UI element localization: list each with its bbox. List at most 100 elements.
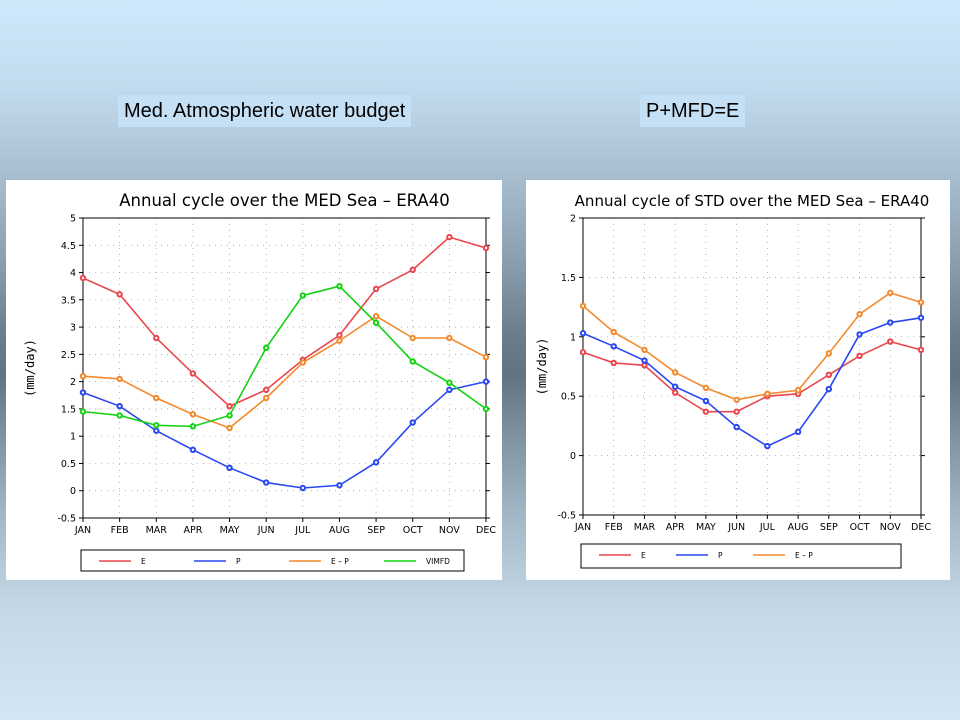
legend-box [80,549,465,572]
x-tick-label: SEP [367,525,385,536]
data-point-center [374,461,378,464]
data-point-center [704,386,708,390]
data-point-center [858,354,861,358]
chart-title: Annual cycle of STD over the MED Sea – E… [575,192,930,210]
data-point-center [191,425,195,428]
data-point-center [264,346,268,350]
data-point-center [228,404,231,408]
data-point-center [612,345,615,348]
x-tick-label: APR [666,522,685,533]
x-tick-label: DEC [476,525,496,536]
y-tick-label: 0.5 [561,392,576,403]
y-tick-label: 1 [570,332,576,343]
legend-label: E [141,557,146,566]
data-point-center [448,388,451,392]
data-point-center [411,421,414,424]
data-point-center [191,413,195,416]
data-point-center [827,373,831,377]
x-tick-label: JUL [759,522,776,533]
legend-label: E [641,551,646,560]
data-point-center [796,430,800,434]
data-point-center [191,372,195,375]
x-tick-label: MAY [696,522,716,533]
slide-title: Med. Atmospheric water budget [118,95,412,127]
data-point-center [766,444,769,448]
plot-frame [82,217,487,519]
data-point-center [673,385,677,388]
plot-frame [582,217,922,516]
data-point-center [827,352,831,355]
data-point-center [612,330,615,334]
data-point-center [374,314,378,318]
data-point-center [264,396,268,400]
x-tick-label: APR [183,525,202,536]
legend-box [580,543,902,569]
series-line-1 [82,380,487,489]
data-point-center [612,361,615,365]
y-axis-label: (mm/day) [535,338,549,396]
std-cycle-chart: Annual cycle of STD over the MED Sea – E… [535,192,931,569]
x-tick-label: JUN [727,522,745,533]
legend-label: E – P [331,557,349,566]
x-tick-label: JUL [294,525,311,536]
data-point-center [889,321,892,324]
data-point-center [374,321,378,324]
x-tick-label: AUG [329,525,350,536]
data-point-center [796,389,800,392]
x-tick-label: MAY [220,525,240,536]
data-point-center [581,332,585,335]
x-tick-label: OCT [850,522,870,533]
y-tick-label: 5 [70,214,76,225]
data-point-center [673,391,677,394]
data-point-center [411,360,414,363]
series-line-2 [582,291,922,401]
data-point-center [919,348,923,352]
y-tick-label: 0.5 [61,459,76,470]
data-point-center [448,235,451,239]
y-tick-label: -0.5 [57,514,76,525]
data-point-center [889,340,892,343]
x-tick-label: JUN [257,525,275,536]
x-tick-label: SEP [820,522,838,533]
data-point-center [827,387,831,391]
data-point-center [81,374,85,378]
data-point-center [858,313,861,316]
y-tick-label: 0 [570,451,576,462]
x-tick-label: NOV [880,522,901,533]
y-tick-label: 3 [70,323,76,334]
data-point-center [338,484,341,487]
data-point-center [81,410,85,413]
data-point-center [228,426,231,430]
data-point-center [301,294,305,297]
equation-label: P+MFD=E [640,95,746,127]
data-point-center [889,291,892,295]
data-point-center [155,396,158,400]
data-point-center [704,399,708,403]
data-point-center [81,391,85,394]
y-tick-label: 3.5 [61,295,76,306]
annual-cycle-chart: Annual cycle over the MED Sea – ERA40 -0.… [23,191,496,572]
data-point-center [155,336,158,340]
legend-label: P [718,551,723,560]
data-point-center [264,481,268,484]
series-line-3 [82,285,487,428]
y-tick-label: 1.5 [61,404,76,415]
series-line-2 [82,315,487,429]
data-point-center [411,268,414,272]
legend-label: P [236,557,241,566]
data-point-center [191,448,195,452]
data-point-center [448,381,451,384]
data-point-center [411,336,414,340]
data-point-center [264,388,268,392]
data-point-center [643,348,646,352]
x-tick-label: JAN [574,522,591,533]
data-point-center [118,293,121,296]
data-point-center [448,336,451,340]
data-point-center [673,371,677,374]
series-line-1 [582,317,922,448]
y-tick-label: 4.5 [61,241,76,252]
chart-panel-std-cycle: Annual cycle of STD over the MED Sea – E… [526,180,950,580]
y-tick-label: 2 [570,214,576,225]
legend-label: E – P [795,551,813,560]
chart-title: Annual cycle over the MED Sea – ERA40 [119,191,449,210]
